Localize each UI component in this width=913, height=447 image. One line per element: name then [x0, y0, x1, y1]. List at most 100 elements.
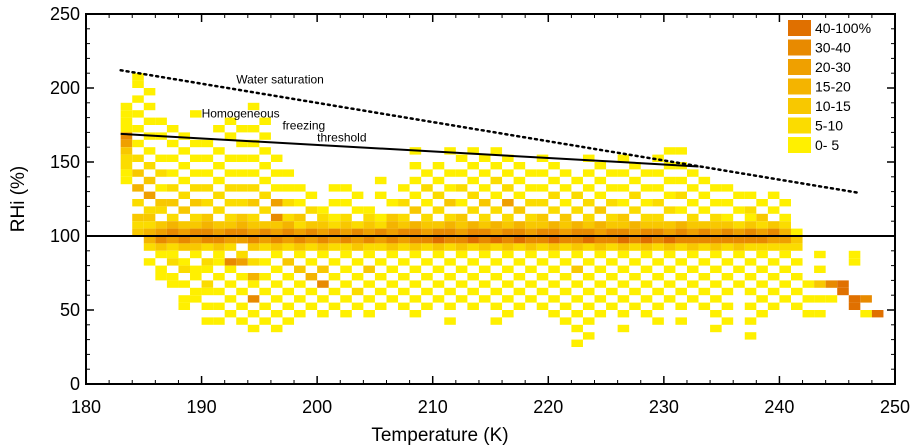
heatmap-cell	[490, 221, 503, 229]
heatmap-cell	[663, 221, 676, 229]
heatmap-cell	[166, 125, 179, 133]
heatmap-cell	[132, 228, 144, 236]
heatmap-cell	[455, 236, 468, 244]
heatmap-cell	[317, 221, 329, 229]
heatmap-cell	[224, 169, 237, 177]
heatmap-cell	[559, 236, 572, 244]
heatmap-cell	[652, 236, 664, 244]
heatmap-cell	[143, 147, 156, 155]
heatmap-cell	[224, 236, 237, 244]
heatmap-cell	[548, 243, 560, 251]
heatmap-cell	[502, 280, 514, 288]
heatmap-cell	[779, 295, 791, 303]
heatmap-cell	[525, 199, 537, 207]
heatmap-cell	[744, 236, 757, 244]
annotations: Water saturation Homogeneousfreezingthres…	[202, 73, 367, 145]
heatmap-cell	[155, 228, 167, 236]
heatmap-cell	[259, 221, 271, 229]
heatmap-cell	[652, 154, 664, 162]
heatmap-cell	[155, 250, 167, 259]
heatmap-cell	[652, 243, 664, 251]
heatmap-cell	[548, 206, 560, 214]
heatmap-cell	[143, 221, 156, 229]
heatmap-cell	[710, 221, 722, 229]
heatmap-cell	[686, 280, 699, 288]
heatmap-cell	[270, 184, 283, 192]
heatmap-cell	[698, 258, 711, 266]
heatmap-cell	[502, 213, 514, 222]
heatmap-cell	[213, 125, 225, 133]
heatmap-cell	[478, 295, 491, 303]
heatmap-cell	[224, 228, 237, 236]
heatmap-cell	[710, 243, 722, 251]
heatmap-cell	[559, 302, 572, 310]
heatmap-cell	[166, 221, 179, 229]
heatmap-cell	[675, 273, 687, 281]
heatmap-cell	[317, 236, 329, 244]
heatmap-cell	[617, 243, 630, 251]
heatmap-cell	[548, 176, 560, 185]
heatmap-cell	[744, 228, 757, 236]
heatmap-cell	[444, 199, 456, 207]
heatmap-cell	[120, 125, 133, 133]
heatmap-cell	[213, 191, 225, 199]
heatmap-cell	[767, 191, 780, 199]
heatmap-cell	[166, 213, 179, 222]
heatmap-cell	[178, 221, 191, 229]
heatmap-cell	[582, 287, 595, 296]
legend-swatch	[788, 59, 811, 75]
heatmap-cell	[721, 236, 734, 244]
heatmap-cell	[478, 265, 491, 273]
heatmap-cell	[190, 221, 202, 229]
heatmap-cell	[733, 250, 745, 259]
heatmap-cell	[455, 221, 468, 229]
heatmap-cell	[143, 213, 156, 222]
heatmap-cell	[721, 243, 734, 251]
heatmap-cell	[178, 302, 191, 310]
heatmap-cell	[582, 273, 595, 281]
legend-label: 10-15	[815, 98, 851, 114]
heatmap-cell	[675, 302, 687, 310]
heatmap-cell	[721, 221, 734, 229]
heatmap-cell	[617, 324, 630, 333]
heatmap-cell	[559, 228, 572, 236]
heatmap-cell	[617, 228, 630, 236]
heatmap-cell	[270, 324, 283, 333]
heatmap-cell	[814, 250, 826, 259]
heatmap-cell	[421, 221, 433, 229]
heatmap-cell	[675, 147, 687, 155]
heatmap-cell	[582, 332, 595, 340]
heatmap-cell	[247, 199, 260, 207]
heatmap-cell	[305, 221, 318, 229]
heatmap-cell	[733, 280, 745, 288]
heatmap-cell	[363, 280, 375, 288]
heatmap-cell	[421, 213, 433, 222]
legend-swatch	[788, 137, 811, 153]
heatmap-cell	[467, 162, 479, 170]
heatmap-cell	[513, 191, 526, 199]
heatmap-cell	[467, 273, 479, 281]
heatmap-cell	[663, 265, 676, 273]
heatmap-cell	[259, 206, 271, 214]
heatmap-cell	[432, 191, 445, 199]
heatmap-cell	[478, 213, 491, 222]
heatmap-cell	[294, 250, 306, 259]
heatmap-cell	[386, 250, 399, 259]
heatmap-cell	[166, 154, 179, 162]
heatmap-cell	[582, 154, 595, 162]
heatmap-cell	[606, 228, 618, 236]
heatmap-cell	[444, 287, 456, 296]
heatmap-cell	[305, 243, 318, 251]
heatmap-cell	[213, 236, 225, 244]
heatmap-cell	[721, 213, 734, 222]
heatmap-cell	[767, 258, 780, 266]
heatmap-cell	[363, 310, 375, 318]
heatmap-cell	[166, 258, 179, 266]
heatmap-cell	[340, 236, 352, 244]
heatmap-cell	[629, 228, 641, 236]
heatmap-cell	[190, 199, 202, 207]
heatmap-cell	[652, 317, 664, 325]
heatmap-cell	[652, 228, 664, 236]
heatmap-cell	[606, 199, 618, 207]
x-tick-label: 210	[418, 397, 448, 417]
